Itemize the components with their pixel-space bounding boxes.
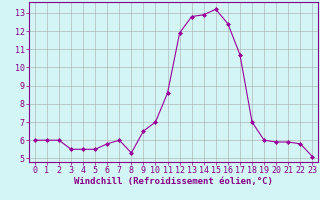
X-axis label: Windchill (Refroidissement éolien,°C): Windchill (Refroidissement éolien,°C) xyxy=(74,177,273,186)
